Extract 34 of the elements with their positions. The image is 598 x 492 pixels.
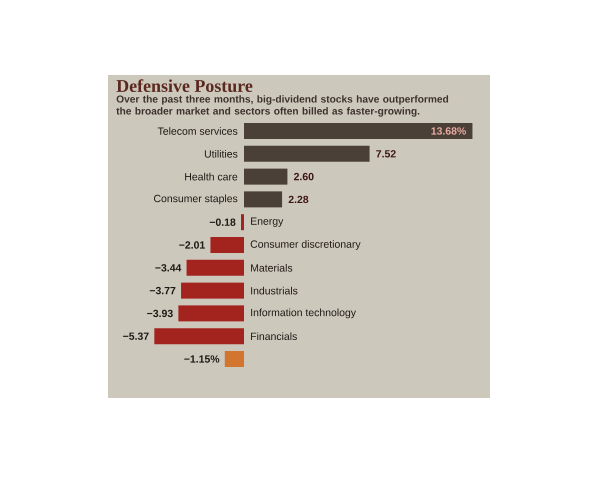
bar (178, 305, 244, 322)
bar (154, 328, 244, 344)
bar (181, 282, 244, 299)
data-label: 13.68% (431, 127, 466, 135)
bar (244, 146, 370, 162)
data-label: −5.37 (123, 332, 149, 340)
data-label: −1.15% (184, 355, 220, 363)
data-label: −3.77 (150, 286, 176, 294)
chart-title: Defensive Posture (116, 79, 252, 92)
data-label: −3.44 (155, 264, 182, 272)
data-label: −2.01 (179, 241, 205, 249)
bar (244, 123, 472, 139)
bar (244, 168, 288, 185)
y-tick-label: Materials (251, 264, 292, 272)
y-tick-label: Consumer staples (154, 194, 238, 204)
y-tick-label: Telecom services (158, 127, 238, 135)
data-label: 2.28 (288, 196, 308, 204)
data-label: −3.93 (147, 310, 173, 318)
y-tick-label: Information technology (251, 308, 356, 318)
y-tick-label: Industrials (251, 286, 298, 294)
y-tick-label: Consumer discretionary (250, 240, 361, 250)
data-label: 2.60 (294, 172, 314, 180)
chart-subtitle: Over the past three months, big-dividend stocks have outperformed the broader market and sectors often billed as faster-growing. (116, 95, 448, 117)
y-tick-label: Utilities (204, 150, 238, 158)
bar (210, 237, 244, 253)
data-label: 7.52 (376, 150, 396, 158)
bar (244, 191, 282, 208)
data-label: −0.18 (210, 218, 236, 226)
bar (186, 260, 244, 276)
y-tick-label: Health care (185, 172, 238, 180)
bar (240, 214, 244, 230)
bar (224, 351, 244, 367)
y-tick-label: Energy (251, 218, 284, 227)
y-tick-label: Financials (251, 332, 297, 340)
